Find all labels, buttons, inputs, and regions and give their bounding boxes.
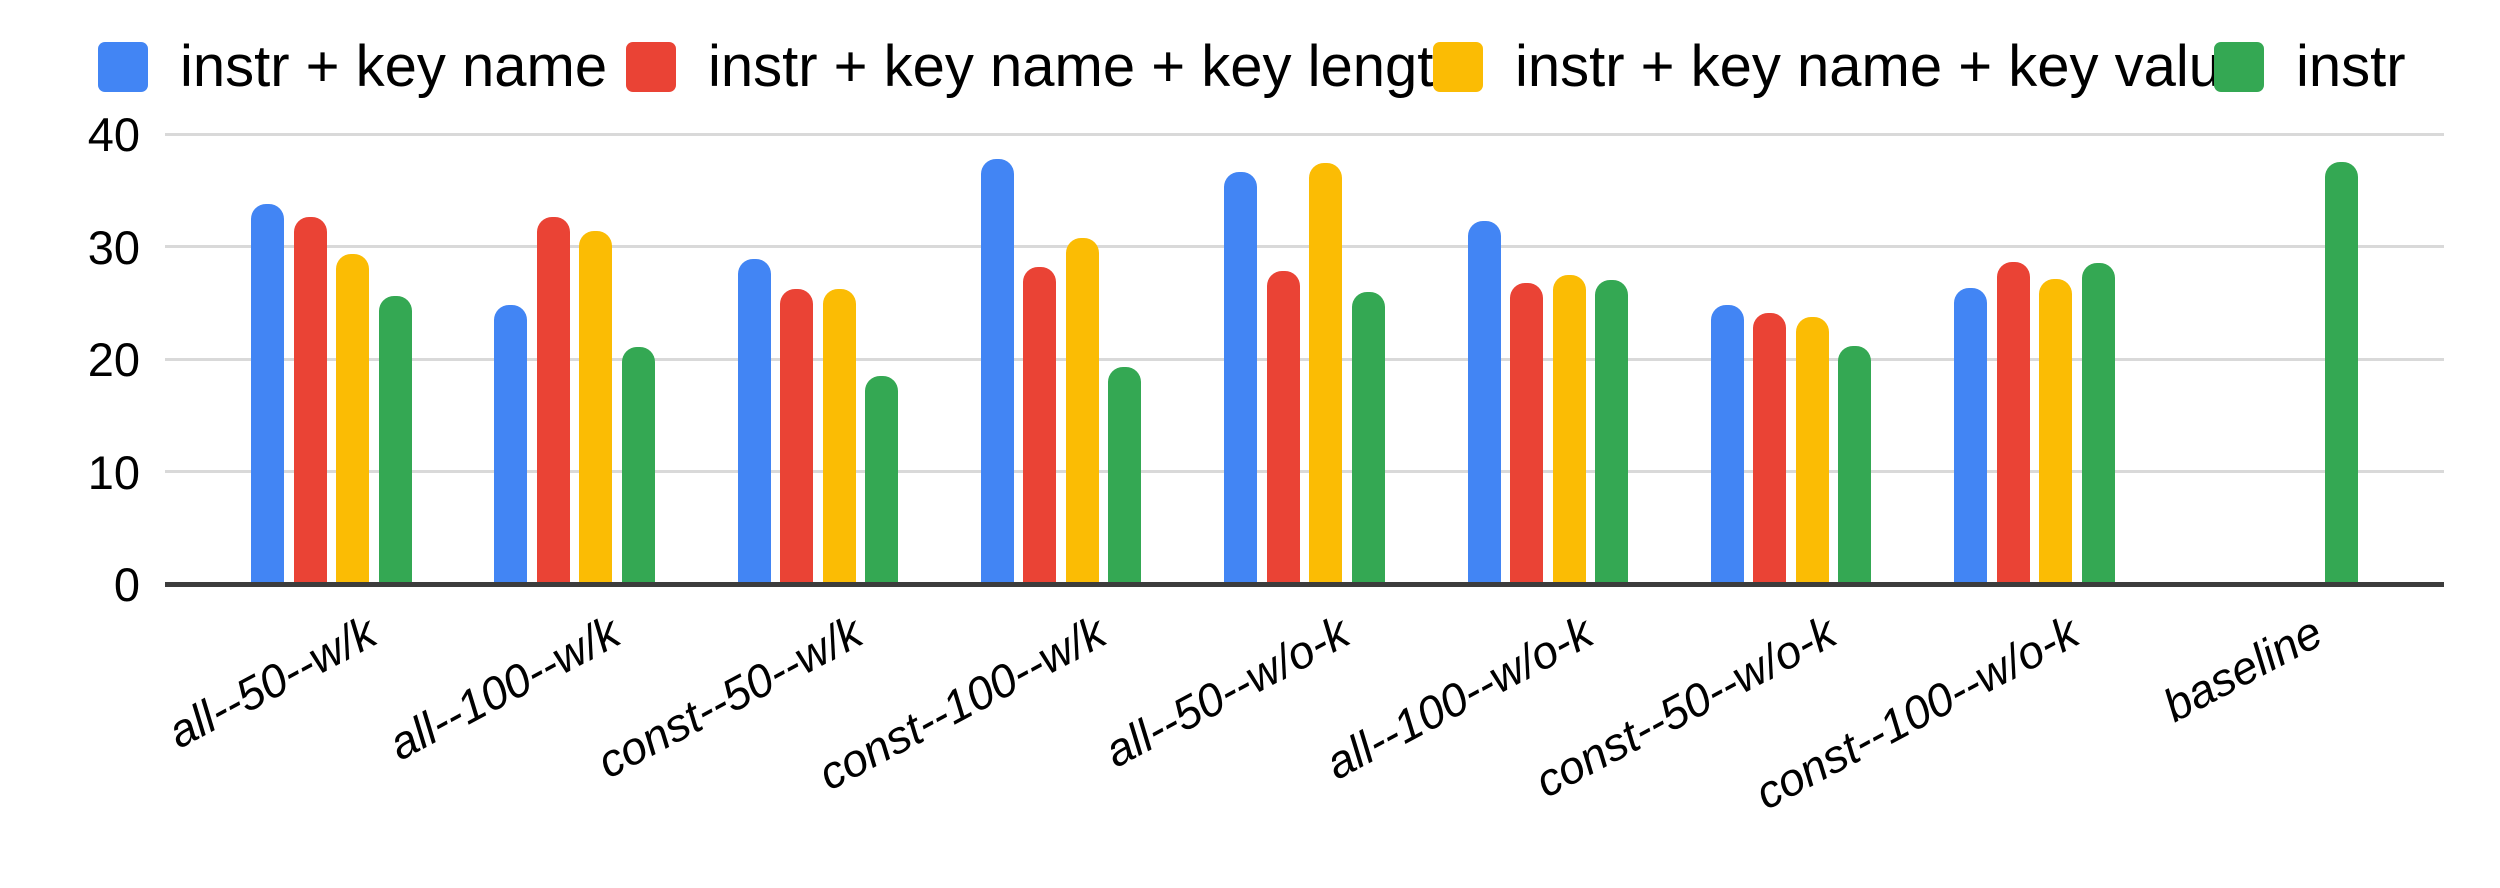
bar bbox=[1595, 280, 1628, 584]
bar bbox=[1996, 262, 2030, 584]
y-axis-tick-label: 30 bbox=[87, 220, 140, 274]
legend-item-instr-key-name-key-length: instr + key name + key length bbox=[626, 34, 1466, 99]
bar bbox=[1108, 366, 1142, 584]
bar bbox=[780, 289, 814, 584]
bar bbox=[822, 289, 856, 584]
bar bbox=[579, 230, 613, 584]
bar bbox=[1467, 220, 1501, 584]
legend-label: instr + key name + key value bbox=[1515, 34, 2254, 99]
bar bbox=[1266, 271, 1300, 584]
legend-item-instr: instr bbox=[2214, 34, 2406, 99]
legend-swatch-red bbox=[626, 42, 676, 92]
bar bbox=[1351, 291, 1385, 584]
bar bbox=[536, 217, 570, 584]
bar bbox=[293, 217, 327, 584]
bar bbox=[737, 258, 771, 584]
bar bbox=[251, 203, 284, 584]
legend-item-instr-key-name-key-value: instr + key name + key value bbox=[1433, 34, 2254, 99]
gridline bbox=[165, 245, 2444, 248]
bar bbox=[2039, 279, 2073, 584]
bar bbox=[1753, 312, 1787, 584]
bar bbox=[865, 375, 899, 584]
bar bbox=[1795, 317, 1829, 584]
bar bbox=[2081, 263, 2115, 584]
legend-label: instr bbox=[2296, 34, 2406, 99]
bar bbox=[1552, 274, 1586, 584]
legend-label: instr + key name bbox=[180, 34, 608, 99]
legend-label: instr + key name + key length bbox=[708, 34, 1466, 99]
bar bbox=[2324, 162, 2358, 584]
bar bbox=[621, 346, 655, 584]
x-axis-category-label: all--50--w/o-k bbox=[1096, 605, 1358, 778]
bar bbox=[1954, 288, 1988, 584]
bar bbox=[1023, 266, 1057, 584]
bar bbox=[336, 254, 369, 584]
y-axis-tick-label: 40 bbox=[87, 108, 140, 161]
gridline bbox=[165, 470, 2444, 473]
legend-item-instr-key-name: instr + key name bbox=[98, 34, 608, 99]
legend-swatch-green bbox=[2214, 42, 2264, 92]
legend-swatch-blue bbox=[98, 42, 148, 92]
bar bbox=[1309, 163, 1343, 584]
bar bbox=[980, 158, 1014, 584]
bar bbox=[1710, 305, 1744, 584]
bar bbox=[1510, 282, 1543, 584]
bar bbox=[1065, 237, 1099, 584]
bar bbox=[378, 296, 412, 584]
x-axis-category-label: baseline bbox=[2154, 605, 2331, 732]
bar bbox=[494, 305, 528, 584]
bar bbox=[1838, 345, 1872, 584]
gridline bbox=[165, 132, 2444, 136]
y-axis-tick-label: 20 bbox=[87, 333, 140, 386]
y-axis-tick-label: 0 bbox=[113, 558, 140, 611]
legend-swatch-yellow bbox=[1433, 42, 1483, 92]
x-axis-line bbox=[165, 582, 2444, 587]
y-axis-tick-label: 10 bbox=[87, 445, 140, 499]
gridline bbox=[165, 357, 2444, 361]
bar bbox=[1224, 172, 1258, 584]
x-axis-category-label: all--50--w/k bbox=[158, 605, 385, 759]
